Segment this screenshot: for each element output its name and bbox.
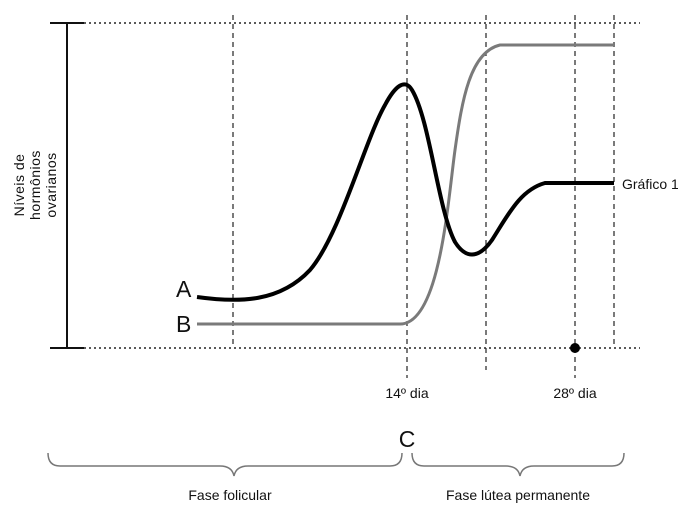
y-axis-label: Níveis de hormônios ovarianos [11, 150, 59, 220]
curve-a-label: A [176, 276, 192, 302]
day28-marker-dot [570, 343, 580, 353]
curve-b [197, 43, 614, 326]
y-axis-label-line3: ovarianos [43, 152, 59, 217]
curve-a [196, 82, 614, 302]
y-axis-label-line2: hormônios [27, 150, 43, 220]
day28-label: 28º dia [553, 385, 596, 401]
follicular-phase-label: Fase folicular [188, 487, 272, 503]
y-axis-bracket [50, 22, 84, 349]
luteal-phase-label: Fase lútea permanente [446, 487, 590, 503]
luteal-phase-brace [411, 452, 625, 477]
horizontal-guides [84, 22, 640, 349]
y-axis-label-line1: Níveis de [11, 154, 27, 217]
graph-label: Gráfico 1 [622, 176, 678, 192]
day14-label: 14º dia [385, 385, 428, 401]
follicular-phase-brace [47, 452, 403, 477]
point-c-label: C [399, 426, 416, 452]
curve-b-label: B [176, 311, 191, 337]
